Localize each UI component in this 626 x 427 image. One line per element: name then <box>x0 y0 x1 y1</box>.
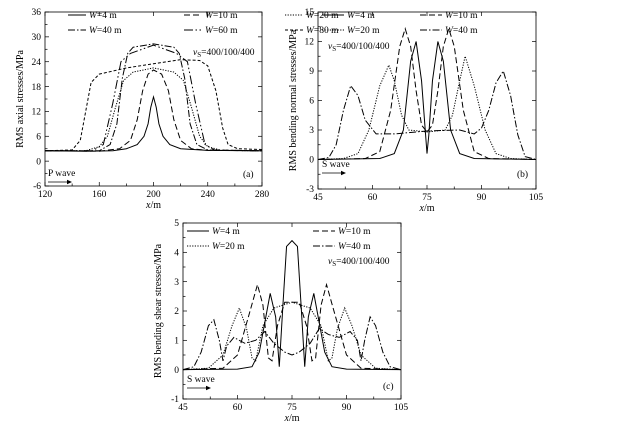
y-axis-label: RMS bending normal stresses/MPa <box>288 29 299 171</box>
vs-annotation: vS=400/100/400 <box>328 42 390 53</box>
legend-label: W=4 m <box>89 11 117 21</box>
y-tick-label: 4 <box>174 249 179 259</box>
x-tick-label: 160 <box>92 190 107 200</box>
y-tick-label: -1 <box>171 395 179 405</box>
series-line-w-10-m <box>44 69 263 152</box>
series-line-w-20-m <box>182 301 402 371</box>
x-tick-label: 200 <box>146 190 161 200</box>
series-line-w-60-m <box>45 44 263 152</box>
x-tick-label: 45 <box>178 403 188 413</box>
x-tick-label: 105 <box>394 403 409 413</box>
wave-label: S wave <box>187 375 215 385</box>
legend-label: W=20 m <box>212 242 245 252</box>
legend-label: W=4 m <box>347 11 375 21</box>
y-tick-label: 6 <box>36 132 41 142</box>
legend-label: W=40 m <box>89 26 122 36</box>
x-tick-label: 280 <box>255 190 270 200</box>
y-tick-label: 1 <box>174 337 179 347</box>
x-tick-label: 75 <box>287 403 297 413</box>
y-tick-label: 6 <box>309 97 314 107</box>
y-tick-label: 12 <box>305 38 315 48</box>
y-tick-label: 2 <box>174 307 179 317</box>
y-tick-label: 0 <box>174 366 179 376</box>
x-axis-label: x/m <box>418 203 434 214</box>
y-axis-label: RMS bending shear stresses/MPa <box>153 243 164 378</box>
y-tick-label: 5 <box>174 219 179 229</box>
x-tick-label: 90 <box>342 403 352 413</box>
y-tick-label: 0 <box>36 157 41 167</box>
series-line-w-4-m <box>182 239 402 371</box>
series-line-w-40-m <box>182 315 402 371</box>
legend-label: W=10 m <box>445 11 478 21</box>
chart-panel-b: 45 60 75 90 105 -3 0 3 6 9 12 15 x/m RMS bending norm… <box>288 8 543 214</box>
y-tick-label: 0 <box>309 156 314 166</box>
legend-label: W=40 m <box>338 242 371 252</box>
panel-label: (b) <box>517 169 528 180</box>
series-line-w-4-m <box>44 94 263 152</box>
vs-annotation: vS=400/100/400 <box>193 48 255 59</box>
x-tick-label: 90 <box>477 193 487 203</box>
plot-frame <box>317 11 537 190</box>
y-tick-label: 36 <box>32 8 42 18</box>
y-axis-label: RMS axial stresses/MPa <box>15 50 26 148</box>
x-tick-label: 60 <box>233 403 243 413</box>
series-line-w-80-m <box>44 59 263 152</box>
y-tick-label: 30 <box>32 33 42 43</box>
y-tick-label: 9 <box>309 67 314 77</box>
x-tick-label: 240 <box>201 190 216 200</box>
x-tick-label: 105 <box>529 193 544 203</box>
wave-arrow-head <box>341 170 346 176</box>
wave-arrow-head <box>67 179 72 185</box>
series-line-w-20-m <box>45 67 263 152</box>
x-axis-label: x/m <box>283 413 299 424</box>
legend-label: W=40 m <box>445 26 478 36</box>
panel-label: (c) <box>383 381 394 392</box>
y-tick-label: -3 <box>306 185 314 195</box>
series-line-w-40-m <box>45 43 263 152</box>
panel-label: (a) <box>243 169 254 180</box>
legend-label: W=20 m <box>306 11 339 21</box>
series-line-w-10-m <box>182 282 402 371</box>
y-tick-label: 15 <box>305 8 315 18</box>
legend-label: W=10 m <box>205 11 238 21</box>
legend-label: W=4 m <box>212 227 240 237</box>
wave-label: P wave <box>48 169 75 179</box>
y-tick-label: 3 <box>309 126 314 136</box>
legend-label: W=10 m <box>338 227 371 237</box>
vs-annotation: vS=400/100/400 <box>328 257 390 268</box>
series-line-w-20-m <box>317 54 537 160</box>
legend-label: W=20 m <box>347 26 380 36</box>
wave-arrow-head <box>206 385 211 391</box>
x-tick-label: 75 <box>422 193 432 203</box>
x-tick-label: 60 <box>368 193 378 203</box>
legend-label: W=80 m <box>306 26 339 36</box>
wave-label: S wave <box>322 160 350 170</box>
plot-frame <box>44 11 263 187</box>
series-line-w-4-m <box>317 41 537 160</box>
x-tick-label: 120 <box>38 190 53 200</box>
y-tick-label: 24 <box>32 58 42 68</box>
legend-label: W=60 m <box>205 26 238 36</box>
x-axis-label: x/m <box>145 200 161 211</box>
y-tick-label: 3 <box>174 278 179 288</box>
y-tick-label: 18 <box>32 83 42 93</box>
x-tick-label: 45 <box>313 193 323 203</box>
y-tick-label: 12 <box>32 108 42 118</box>
y-tick-label: -6 <box>33 182 41 192</box>
series-line-w-40-m <box>317 69 537 160</box>
